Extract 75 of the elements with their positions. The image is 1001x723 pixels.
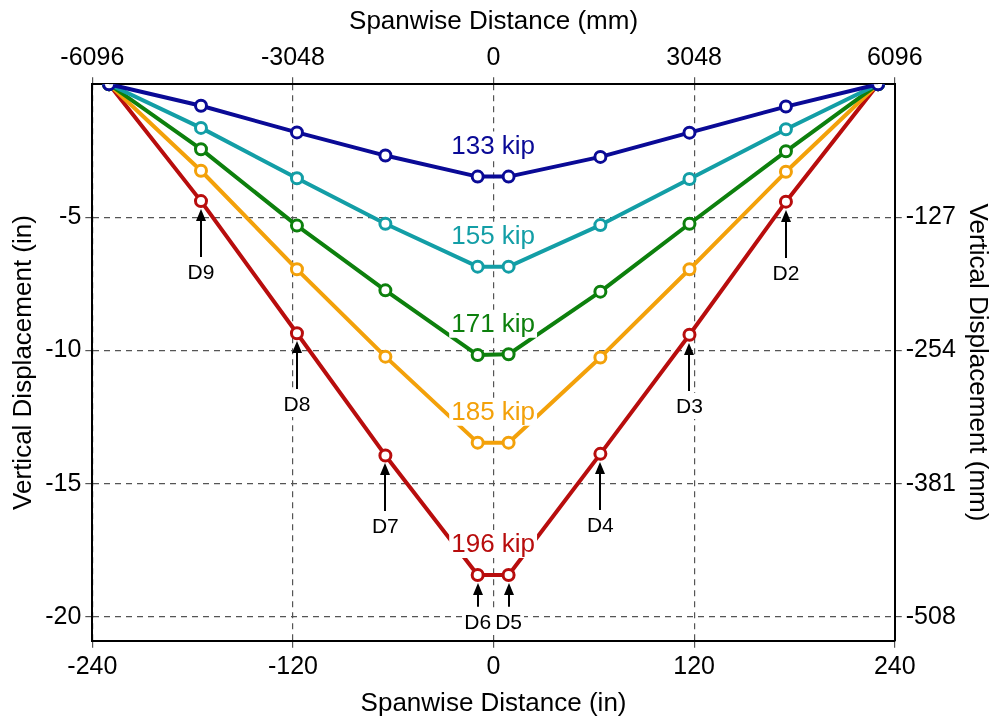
x-tick-label: -120 bbox=[267, 650, 318, 679]
x2-tick-label: 3048 bbox=[666, 42, 722, 71]
point bbox=[778, 164, 793, 179]
point bbox=[593, 446, 608, 461]
point bbox=[593, 218, 608, 233]
point bbox=[778, 99, 793, 114]
point bbox=[289, 218, 304, 233]
x2-tick-label: 6096 bbox=[866, 42, 923, 71]
point bbox=[194, 194, 208, 209]
point bbox=[682, 125, 697, 140]
point bbox=[778, 122, 793, 137]
point bbox=[289, 171, 304, 186]
x-tick-label: 240 bbox=[873, 650, 916, 679]
point bbox=[682, 216, 697, 231]
y2-tick-label: -508 bbox=[905, 600, 956, 629]
point bbox=[194, 120, 208, 135]
point bbox=[194, 142, 208, 157]
y-tick-label: -10 bbox=[45, 334, 82, 363]
point bbox=[378, 148, 393, 163]
point bbox=[501, 568, 516, 583]
y2-axis-title: Vertical Displacement (mm) bbox=[964, 203, 995, 522]
point bbox=[501, 435, 516, 450]
point bbox=[470, 568, 485, 583]
y2-tick-label: -127 bbox=[905, 201, 956, 230]
point bbox=[778, 144, 793, 159]
annotation: D8 bbox=[281, 391, 313, 418]
x-tick-label: -240 bbox=[67, 650, 118, 679]
y2-tick-label: -254 bbox=[905, 334, 956, 363]
annotation: D9 bbox=[185, 259, 217, 286]
point bbox=[378, 283, 393, 298]
annotation: D2 bbox=[770, 259, 802, 286]
y-tick-label: -20 bbox=[45, 600, 82, 629]
point bbox=[194, 163, 208, 178]
annotation: D4 bbox=[584, 511, 616, 538]
y-tick-label: -15 bbox=[45, 467, 82, 496]
point bbox=[682, 262, 697, 277]
series-label: 196 kip bbox=[451, 528, 536, 559]
x2-tick-label: -6096 bbox=[60, 42, 125, 71]
point bbox=[470, 169, 485, 184]
x2-tick-label: -3048 bbox=[260, 42, 325, 71]
y2-tick-label: -381 bbox=[905, 467, 956, 496]
point bbox=[194, 98, 208, 113]
x-tick-label: 120 bbox=[673, 650, 716, 679]
point bbox=[289, 125, 304, 140]
point bbox=[378, 349, 393, 364]
annotation: D5 bbox=[493, 608, 524, 635]
annotation: D3 bbox=[674, 392, 705, 419]
series-label: 171 kip bbox=[451, 307, 536, 338]
point bbox=[289, 326, 304, 341]
y-tick-label: -5 bbox=[59, 201, 82, 230]
point bbox=[470, 348, 485, 363]
annotation: D7 bbox=[369, 513, 401, 540]
point bbox=[470, 435, 485, 450]
point bbox=[501, 347, 516, 362]
x-axis-title: Spanwise Distance (in) bbox=[360, 686, 627, 717]
point bbox=[378, 448, 393, 463]
point bbox=[593, 149, 608, 164]
point bbox=[593, 284, 608, 299]
x2-tick-label: 0 bbox=[486, 42, 501, 71]
point bbox=[778, 194, 793, 209]
point bbox=[501, 169, 516, 184]
x-tick-label: 0 bbox=[486, 650, 501, 679]
point bbox=[289, 262, 304, 277]
point bbox=[470, 259, 485, 274]
series-label: 155 kip bbox=[451, 219, 536, 250]
point bbox=[682, 172, 697, 187]
point bbox=[593, 350, 608, 365]
point bbox=[378, 216, 393, 231]
y-axis-title: Vertical Displacement (in) bbox=[6, 215, 37, 510]
x2-axis-title: Spanwise Distance (mm) bbox=[349, 4, 639, 35]
point bbox=[682, 327, 697, 342]
point bbox=[501, 259, 516, 274]
series-label: 133 kip bbox=[451, 129, 536, 160]
series-label: 185 kip bbox=[451, 395, 536, 426]
annotation: D6 bbox=[462, 608, 494, 635]
